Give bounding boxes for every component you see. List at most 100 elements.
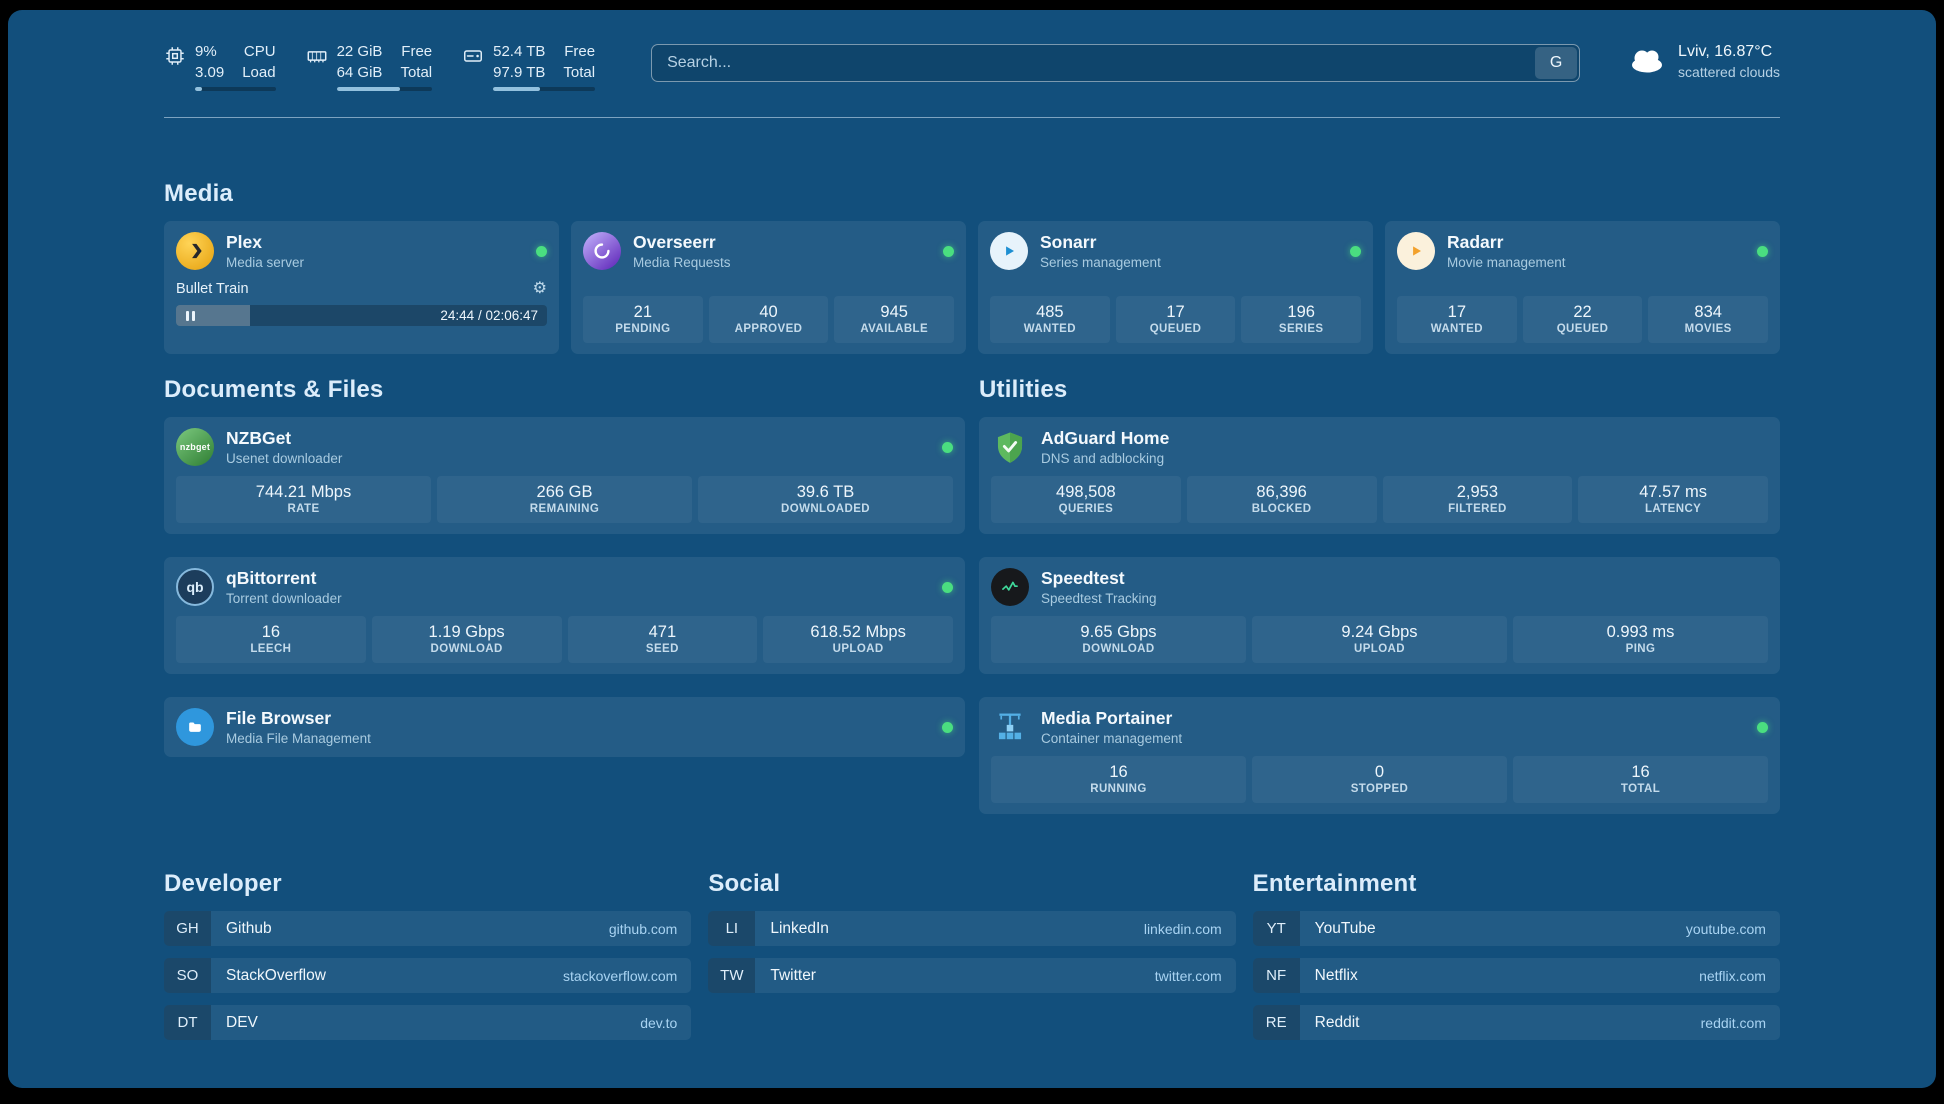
stat-downloaded: 39.6 TB DOWNLOADED [698,476,953,524]
bookmark-name: StackOverflow [226,966,326,984]
bookmark-github[interactable]: GH Github github.com [164,911,692,947]
status-dot [1350,245,1361,257]
service-link-portainer[interactable]: Media Portainer Container management [991,708,1768,746]
bookmark-abbr: RE [1252,1005,1300,1041]
filebrowser-icon [176,708,214,747]
disk-widget: 52.4 TB Free 97.9 TB Total [462,42,596,91]
stat-remaining: 266 GB REMAINING [437,476,692,524]
speedtest-icon [991,568,1029,607]
bookmark-domain: reddit.com [1700,1014,1766,1031]
service-link-filebrowser[interactable]: File Browser Media File Management [176,708,953,746]
gear-icon[interactable]: ⚙ [532,280,547,298]
disk-label-bottom: Total [563,63,596,81]
radarr-icon [1397,232,1435,271]
section-heading-developer: Developer [164,870,282,898]
cpu-label-bottom: Load [242,63,276,81]
bookmark-name: Netflix [1314,966,1358,984]
bookmark-abbr: TW [708,958,756,994]
search-input[interactable] [654,47,1536,79]
bookmark-group-entertainment: Entertainment YT YouTube youtube.com NF … [1252,870,1780,1041]
stat-latency: 47.57 ms LATENCY [1578,476,1768,524]
stat-filtered: 2,953 FILTERED [1382,476,1573,524]
section-utilities: Utilities AdGuard Home DNS and adblockin… [979,376,1780,815]
stat-available: 945 AVAILABLE [834,296,955,343]
section-heading-entertainment: Entertainment [1252,870,1417,898]
search-provider-button[interactable]: G [1535,47,1578,79]
status-dot [942,441,953,453]
disk-free-value: 52.4 TB [493,43,546,60]
section-heading-utilities: Utilities [979,376,1068,403]
service-subtitle: Media File Management [226,731,371,747]
service-subtitle: Speedtest Tracking [1041,591,1157,607]
service-link-speedtest[interactable]: Speedtest Speedtest Tracking [991,568,1768,606]
search-bar: G [651,44,1581,82]
stat-total: 16 TOTAL [1513,756,1768,804]
now-playing-title: Bullet Train [176,281,249,298]
memory-label-top: Free [401,43,433,60]
bookmark-name: Twitter [770,966,816,984]
sonarr-icon [990,232,1028,271]
cpu-usage-bar [195,87,276,91]
service-link-qbittorrent[interactable]: qb qBittorrent Torrent downloader [176,568,953,606]
stat-queued: 22 QUEUED [1522,296,1643,343]
service-title: NZBGet [226,428,292,448]
bookmark-name: YouTube [1314,919,1376,937]
pause-icon[interactable] [185,310,196,322]
stat-wanted: 17 WANTED [1397,296,1517,343]
stat-queries: 498,508 QUERIES [991,476,1181,524]
disk-total-value: 97.9 TB [493,63,546,81]
memory-widget: 22 GiB Free 64 GiB Total [306,42,433,91]
cpu-load-value: 3.09 [195,63,225,81]
service-link-overseerr[interactable]: Overseerr Media Requests [583,232,954,270]
bookmark-group-social: Social LI LinkedIn linkedin.com TW Twitt… [708,870,1236,1040]
bookmark-youtube[interactable]: YT YouTube youtube.com [1252,911,1780,947]
status-dot [1757,245,1768,257]
playback-progress-bar[interactable]: 24:44 / 02:06:47 [176,305,547,327]
bookmark-linkedin[interactable]: LI LinkedIn linkedin.com [708,911,1236,947]
section-heading-documents: Documents & Files [164,376,384,403]
stat-approved: 40 APPROVED [708,296,829,343]
service-link-plex[interactable]: Plex Media server [176,232,547,270]
now-playing-row: Bullet Train ⚙ [176,280,547,298]
stat-ping: 0.993 ms PING [1513,616,1768,664]
service-subtitle: Usenet downloader [226,451,343,467]
bookmark-name: LinkedIn [770,919,829,937]
bookmark-abbr: LI [708,911,756,947]
disk-usage-bar [493,87,596,91]
stat-pending: 21 PENDING [583,296,703,343]
bookmark-name: DEV [226,1013,258,1031]
status-dot [943,245,954,257]
section-documents: Documents & Files nzbget NZBGet Usenet d… [164,376,965,758]
service-title: Overseerr [633,232,716,252]
service-card-speedtest: Speedtest Speedtest Tracking 9.65 Gbps DO… [979,557,1780,675]
stat-queued: 17 QUEUED [1115,296,1236,343]
service-subtitle: Movie management [1447,255,1566,271]
bookmark-reddit[interactable]: RE Reddit reddit.com [1252,1005,1780,1041]
bookmark-domain: youtube.com [1685,920,1766,937]
service-link-sonarr[interactable]: Sonarr Series management [990,232,1361,270]
bookmark-domain: linkedin.com [1143,920,1222,937]
bookmark-netflix[interactable]: NF Netflix netflix.com [1252,958,1780,994]
service-subtitle: Media Requests [633,255,731,271]
service-link-adguard[interactable]: AdGuard Home DNS and adblocking [991,428,1768,466]
service-link-radarr[interactable]: Radarr Movie management [1397,232,1768,270]
bookmark-abbr: NF [1252,958,1300,994]
service-title: Speedtest [1041,568,1125,589]
service-link-nzbget[interactable]: nzbget NZBGet Usenet downloader [176,428,953,466]
status-dot [1757,721,1768,733]
memory-usage-bar-fill [336,87,400,91]
memory-usage-bar [336,87,433,91]
bookmark-stackoverflow[interactable]: SO StackOverflow stackoverflow.com [164,958,692,994]
service-title: Media Portainer [1041,708,1173,729]
bookmark-twitter[interactable]: TW Twitter twitter.com [708,958,1236,994]
stat-download: 9.65 Gbps DOWNLOAD [991,616,1246,664]
cpu-usage-bar-fill [195,87,203,91]
disk-label-top: Free [564,43,596,60]
stat-wanted: 485 WANTED [990,296,1110,343]
top-bar: 9% CPU 3.09 Load 22 GiB [164,42,1780,91]
bookmark-dev[interactable]: DT DEV dev.to [164,1005,692,1041]
stat-upload: 618.52 Mbps UPLOAD [763,616,953,664]
section-media: Media Plex Media server [164,180,1780,354]
service-card-qbittorrent: qb qBittorrent Torrent downloader 16 LEEC… [164,557,965,675]
service-card-adguard: AdGuard Home DNS and adblocking 498,508 Q… [979,417,1780,535]
